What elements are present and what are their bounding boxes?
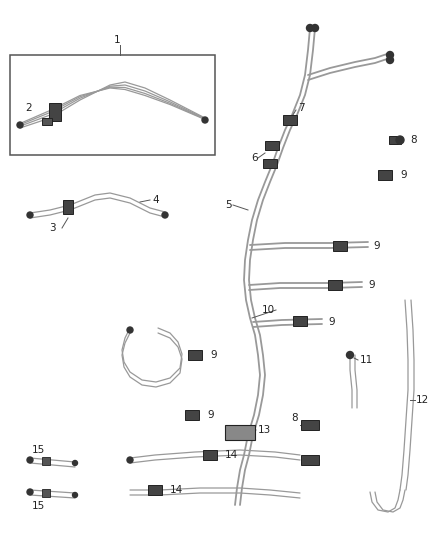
Text: 1: 1 <box>114 35 120 45</box>
FancyBboxPatch shape <box>185 410 199 420</box>
FancyBboxPatch shape <box>283 115 297 125</box>
Text: 9: 9 <box>328 317 335 327</box>
Text: 8: 8 <box>410 135 417 145</box>
Text: 2: 2 <box>25 103 32 113</box>
Circle shape <box>127 457 133 463</box>
FancyBboxPatch shape <box>301 420 319 430</box>
Circle shape <box>73 492 78 497</box>
Circle shape <box>386 56 393 63</box>
FancyBboxPatch shape <box>301 455 319 465</box>
Circle shape <box>346 351 353 359</box>
Text: 15: 15 <box>32 445 45 455</box>
FancyBboxPatch shape <box>42 118 52 125</box>
Circle shape <box>17 122 23 128</box>
Circle shape <box>202 117 208 123</box>
Circle shape <box>27 489 33 495</box>
Text: 10: 10 <box>262 305 275 315</box>
Bar <box>10 55 215 155</box>
Text: 6: 6 <box>251 153 258 163</box>
Circle shape <box>307 25 314 31</box>
FancyBboxPatch shape <box>333 241 347 251</box>
Text: 8: 8 <box>291 413 298 423</box>
FancyBboxPatch shape <box>328 280 342 290</box>
Text: 11: 11 <box>360 355 373 365</box>
Text: 9: 9 <box>207 410 214 420</box>
FancyBboxPatch shape <box>378 170 392 180</box>
Circle shape <box>27 212 33 218</box>
Circle shape <box>127 327 133 333</box>
Circle shape <box>162 212 168 218</box>
FancyBboxPatch shape <box>42 457 50 465</box>
Text: 14: 14 <box>225 450 238 460</box>
FancyBboxPatch shape <box>49 103 61 121</box>
FancyBboxPatch shape <box>63 200 73 214</box>
Text: 4: 4 <box>152 195 159 205</box>
Circle shape <box>386 52 393 59</box>
Text: 15: 15 <box>32 501 45 511</box>
FancyBboxPatch shape <box>42 489 50 497</box>
Text: 5: 5 <box>226 200 232 210</box>
Circle shape <box>311 25 318 31</box>
Text: 9: 9 <box>400 170 406 180</box>
FancyBboxPatch shape <box>188 350 202 360</box>
FancyBboxPatch shape <box>389 136 401 144</box>
Text: 13: 13 <box>258 425 271 435</box>
Circle shape <box>73 461 78 465</box>
FancyBboxPatch shape <box>148 485 162 495</box>
Text: 3: 3 <box>49 223 55 233</box>
Text: 14: 14 <box>170 485 183 495</box>
FancyBboxPatch shape <box>203 450 217 460</box>
Text: 9: 9 <box>210 350 217 360</box>
FancyBboxPatch shape <box>263 158 277 167</box>
Circle shape <box>396 136 404 144</box>
Text: 9: 9 <box>373 241 380 251</box>
Text: 7: 7 <box>298 103 304 113</box>
Text: 9: 9 <box>368 280 374 290</box>
Text: 12: 12 <box>416 395 429 405</box>
FancyBboxPatch shape <box>225 425 255 440</box>
Circle shape <box>27 457 33 463</box>
FancyBboxPatch shape <box>293 316 307 326</box>
FancyBboxPatch shape <box>265 141 279 149</box>
